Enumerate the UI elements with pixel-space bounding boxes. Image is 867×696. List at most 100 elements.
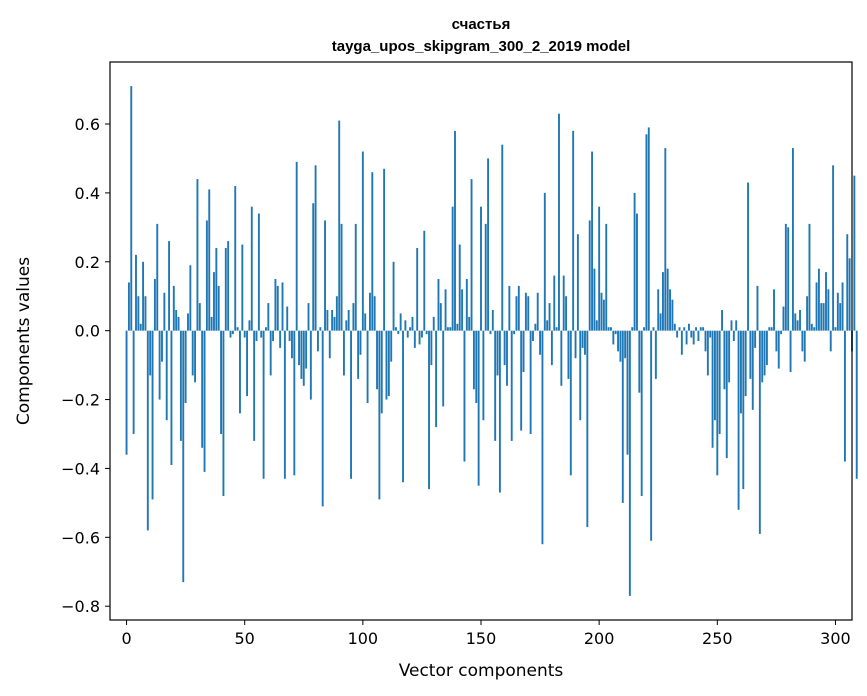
- bar: [784, 223, 787, 331]
- bar: [688, 323, 690, 331]
- bar: [777, 330, 780, 369]
- bar: [579, 330, 582, 421]
- bar: [331, 310, 334, 331]
- bar: [364, 313, 367, 331]
- bar: [815, 282, 818, 331]
- bar: [298, 330, 300, 366]
- bar: [522, 330, 525, 372]
- bar: [361, 151, 364, 331]
- bar: [602, 299, 605, 331]
- bar: [846, 234, 849, 331]
- bar: [354, 223, 357, 331]
- bar: [527, 296, 530, 331]
- bar: [439, 303, 442, 331]
- bar: [680, 330, 683, 355]
- bar: [628, 330, 631, 596]
- bar: [617, 330, 619, 352]
- bar: [652, 327, 655, 331]
- bar: [274, 279, 277, 331]
- bar: [550, 330, 553, 366]
- bar: [130, 86, 133, 331]
- bar: [350, 330, 352, 479]
- bar: [716, 330, 719, 476]
- bar: [383, 168, 386, 331]
- bar: [584, 330, 586, 355]
- bar: [671, 299, 674, 331]
- bar: [631, 327, 634, 331]
- bar: [494, 330, 497, 441]
- bar: [293, 330, 296, 476]
- bar: [723, 330, 726, 390]
- bar: [406, 330, 409, 338]
- bar: [640, 330, 643, 496]
- bar: [654, 330, 657, 379]
- bar: [210, 316, 213, 331]
- bar: [586, 330, 589, 527]
- bar: [399, 313, 402, 331]
- bar: [456, 323, 459, 331]
- bar: [380, 330, 383, 414]
- bar: [326, 310, 329, 331]
- bar: [397, 330, 400, 335]
- bar: [144, 296, 147, 331]
- bar: [581, 330, 584, 348]
- bar: [139, 323, 142, 331]
- bar: [773, 289, 775, 331]
- bar: [477, 330, 480, 486]
- bar: [177, 316, 180, 331]
- bar: [855, 330, 858, 479]
- bar: [685, 330, 688, 345]
- bar: [411, 316, 414, 331]
- bar: [709, 330, 712, 338]
- bar: [208, 189, 211, 331]
- bar: [146, 330, 149, 531]
- bar: [229, 330, 232, 338]
- bar: [236, 327, 239, 331]
- bar: [614, 330, 617, 335]
- bar: [513, 330, 516, 335]
- bar: [387, 330, 390, 397]
- bar: [742, 330, 745, 490]
- bar: [730, 320, 733, 331]
- bar: [690, 330, 693, 338]
- bar: [179, 330, 182, 441]
- bar: [801, 330, 804, 352]
- bar: [732, 330, 735, 341]
- bar: [184, 330, 187, 403]
- bar: [475, 330, 478, 403]
- bar: [536, 292, 539, 331]
- bar: [574, 330, 577, 359]
- bar: [158, 330, 161, 400]
- bar: [227, 241, 230, 331]
- bar: [135, 254, 137, 331]
- x-tick-label: 100: [348, 629, 379, 648]
- bar: [246, 330, 248, 397]
- bar: [650, 330, 653, 541]
- bar: [510, 330, 513, 441]
- bar: [480, 206, 482, 331]
- bar: [470, 179, 473, 331]
- bar: [695, 327, 697, 331]
- bar: [560, 330, 563, 386]
- bar: [366, 330, 369, 403]
- bar: [765, 330, 768, 366]
- bar: [744, 330, 747, 397]
- bar: [335, 296, 338, 331]
- bar: [430, 330, 433, 366]
- bar: [718, 330, 721, 434]
- bar: [770, 327, 773, 331]
- bar: [444, 289, 447, 331]
- bar: [598, 206, 601, 331]
- bar: [739, 330, 742, 414]
- bar: [288, 330, 291, 341]
- bar: [385, 330, 388, 400]
- bar: [697, 330, 700, 341]
- bar: [787, 227, 790, 331]
- bar: [702, 327, 705, 331]
- bar: [343, 330, 345, 376]
- bar: [272, 330, 274, 341]
- bar: [300, 330, 303, 379]
- bar: [803, 330, 806, 362]
